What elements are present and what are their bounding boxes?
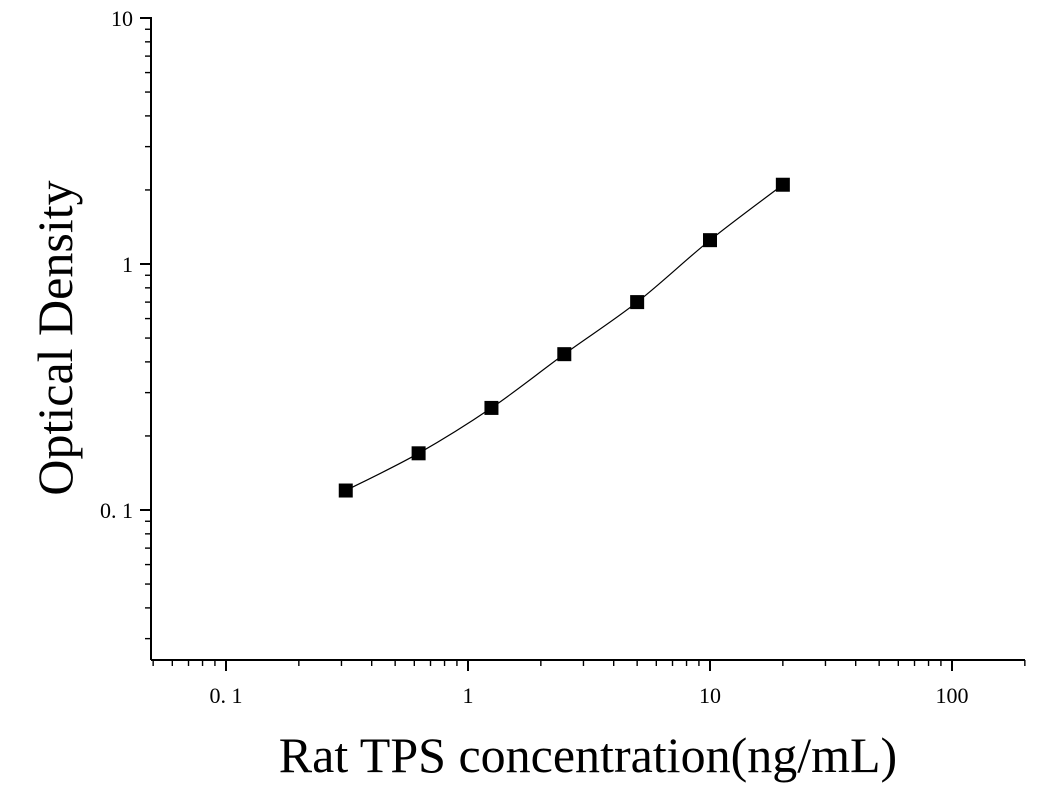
y-tick-label: 10	[111, 6, 133, 31]
plot-area	[338, 177, 790, 498]
data-point	[557, 347, 572, 362]
x-tick-label: 100	[936, 683, 969, 708]
y-tick-label: 1	[122, 252, 133, 277]
data-point	[703, 233, 717, 248]
y-tick-label: 0. 1	[100, 498, 133, 523]
data-point	[338, 483, 353, 498]
x-tick-label: 0. 1	[210, 683, 243, 708]
x-axis-ticks: 0. 1 1 10 100	[152, 660, 1026, 708]
fit-curve	[345, 184, 784, 492]
y-axis-title: Optical Density	[27, 180, 83, 495]
data-point	[630, 295, 645, 310]
data-point	[484, 400, 499, 415]
x-tick-label: 1	[463, 683, 474, 708]
data-point	[411, 446, 426, 461]
x-tick-label: 10	[699, 683, 721, 708]
x-axis-title: Rat TPS concentration(ng/mL)	[279, 727, 897, 783]
data-point	[775, 177, 790, 192]
y-axis-ticks: 0. 1 1 10	[100, 6, 151, 640]
